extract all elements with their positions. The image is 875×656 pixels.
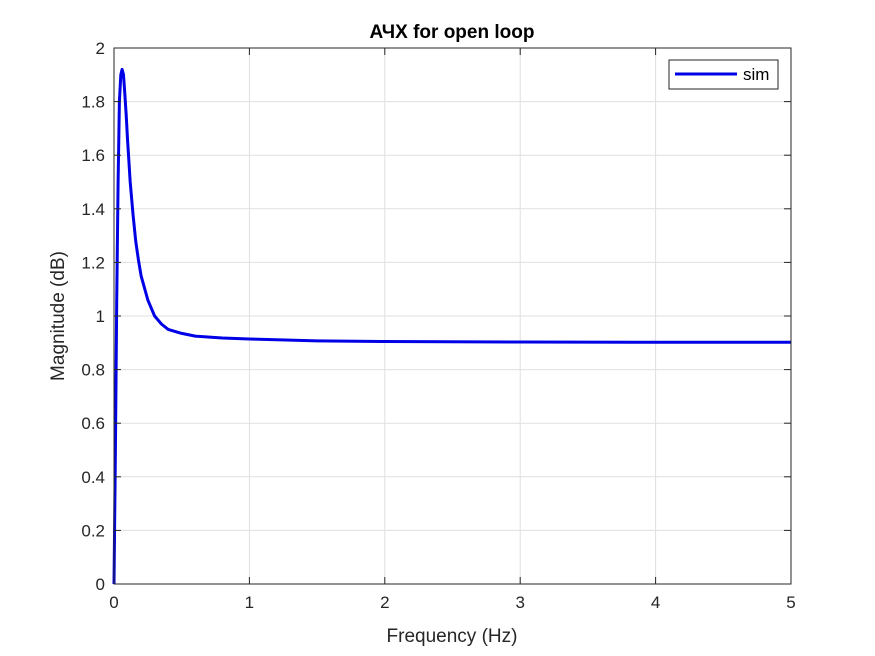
x-tick-label: 4 [651,593,660,612]
ticks: 0 1 2 3 4 5 0 0.2 0.4 0.6 0.8 1 1.2 1.4 1.6 1.8 2 [81,39,795,612]
x-tick-label: 1 [245,593,254,612]
x-axis-label: Frequency (Hz) [387,626,518,647]
y-tick-label: 1.8 [81,93,105,112]
y-tick-label: 1.6 [81,146,105,165]
x-tick-label: 5 [786,593,795,612]
chart-title: АЧХ for open loop [370,22,535,43]
grid [113,47,792,585]
y-tick-label: 0.2 [81,521,105,540]
x-tick-label: 0 [109,593,118,612]
y-tick-label: 1.2 [81,253,105,272]
y-tick-label: 0 [96,575,105,594]
x-tick-label: 3 [515,593,524,612]
series-line-sim [112,67,791,585]
y-tick-label: 0.6 [81,414,105,433]
x-tick-label: 2 [380,593,389,612]
y-tick-label: 0.4 [81,468,105,487]
series-layer [112,67,791,585]
y-axis-label: Magnitude (dB) [48,251,69,381]
y-tick-label: 1 [96,307,105,326]
y-tick-label: 2 [96,39,105,58]
legend: sim [668,59,779,90]
legend-label-sim: sim [743,65,769,84]
y-tick-label: 0.8 [81,361,105,380]
y-tick-label: 1.4 [81,200,105,219]
